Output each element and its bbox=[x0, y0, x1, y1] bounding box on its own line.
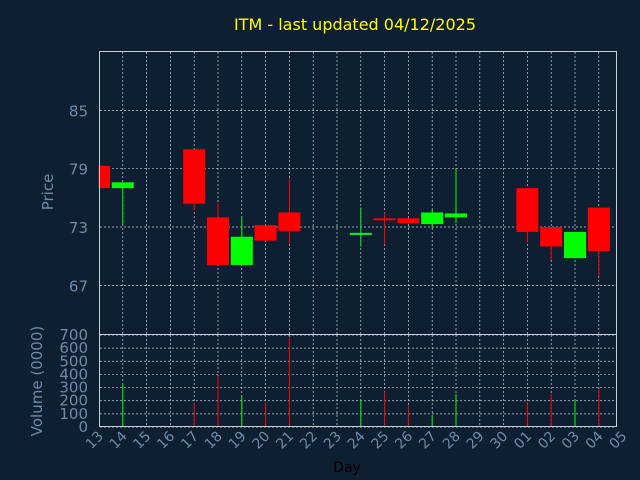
x-tick-label: 21 bbox=[273, 429, 297, 453]
x-tick-label: 19 bbox=[226, 429, 250, 453]
volume-tick-label: 300 bbox=[59, 379, 88, 397]
price-y-ticks: 67 73 79 85 bbox=[69, 102, 88, 295]
volume-axis-label: Volume (0000) bbox=[28, 326, 46, 436]
volume-tick-label: 0 bbox=[78, 418, 88, 436]
candle-body-26 bbox=[397, 218, 420, 224]
candle-body-19 bbox=[230, 236, 253, 265]
x-tick-label: 29 bbox=[464, 429, 488, 453]
x-axis-label: Day bbox=[333, 460, 361, 476]
price-axis-label: Price bbox=[39, 174, 57, 211]
candle-body-27 bbox=[421, 212, 444, 225]
volume-tick-label: 600 bbox=[59, 339, 88, 357]
candle-body-17 bbox=[183, 149, 206, 204]
price-tick-label: 67 bbox=[69, 277, 88, 295]
volume-tick-label: 400 bbox=[59, 365, 88, 383]
volume-tick-label: 500 bbox=[59, 352, 88, 370]
x-tick-label: 28 bbox=[440, 429, 464, 453]
price-tick-label: 79 bbox=[69, 161, 88, 179]
x-tick-label: 04 bbox=[583, 428, 607, 452]
candle-body-28 bbox=[445, 213, 467, 218]
x-tick-label: 14 bbox=[107, 428, 131, 452]
x-tick-label: 18 bbox=[202, 429, 226, 453]
volume-tick-label: 200 bbox=[59, 392, 88, 410]
candle-body-21 bbox=[278, 212, 301, 231]
candle-body-20 bbox=[254, 225, 277, 241]
price-grid bbox=[100, 52, 616, 334]
x-tick-label: 03 bbox=[559, 429, 583, 453]
volume-panel-frame bbox=[99, 334, 617, 427]
x-tick-label: 02 bbox=[535, 429, 559, 453]
x-tick-label: 30 bbox=[488, 429, 512, 453]
price-tick-label: 85 bbox=[69, 102, 88, 120]
x-tick-label: 22 bbox=[297, 429, 321, 453]
candle-body-01 bbox=[516, 188, 539, 232]
volume-bars bbox=[122, 337, 600, 427]
x-tick-label: 27 bbox=[416, 429, 440, 453]
price-panel-frame bbox=[99, 51, 617, 335]
price-candles bbox=[98, 149, 610, 276]
x-tick-label: 17 bbox=[178, 429, 202, 453]
candle-body-18 bbox=[207, 217, 229, 265]
volume-tick-label: 700 bbox=[59, 326, 88, 344]
volume-tick-label: 100 bbox=[59, 405, 88, 423]
x-tick-label: 15 bbox=[131, 429, 155, 453]
x-tick-label: 25 bbox=[369, 429, 393, 453]
x-ticks: 13 14 15 16 17 18 19 20 21 22 23 24 25 26 27 28 29 30 01 02… bbox=[83, 428, 631, 452]
x-tick-label: 01 bbox=[511, 429, 535, 453]
x-tick-label: 24 bbox=[345, 428, 369, 452]
price-tick-label: 73 bbox=[69, 219, 88, 237]
candle-body-25 bbox=[373, 218, 396, 221]
candle-body-04 bbox=[587, 207, 610, 252]
volume-grid bbox=[100, 334, 616, 428]
x-tick-label: 20 bbox=[250, 429, 274, 453]
x-tick-label: 05 bbox=[607, 429, 631, 453]
candle-body-14 bbox=[111, 182, 134, 189]
candle-body-03 bbox=[564, 231, 586, 259]
candle-body-02 bbox=[540, 227, 563, 247]
candle-body-24 bbox=[349, 232, 372, 235]
chart-title: ITM - last updated 04/12/2025 bbox=[234, 15, 476, 34]
x-tick-label: 23 bbox=[321, 429, 345, 453]
x-tick-label: 16 bbox=[154, 428, 178, 452]
x-tick-label: 26 bbox=[392, 428, 416, 452]
candle-body-13 bbox=[100, 165, 110, 189]
